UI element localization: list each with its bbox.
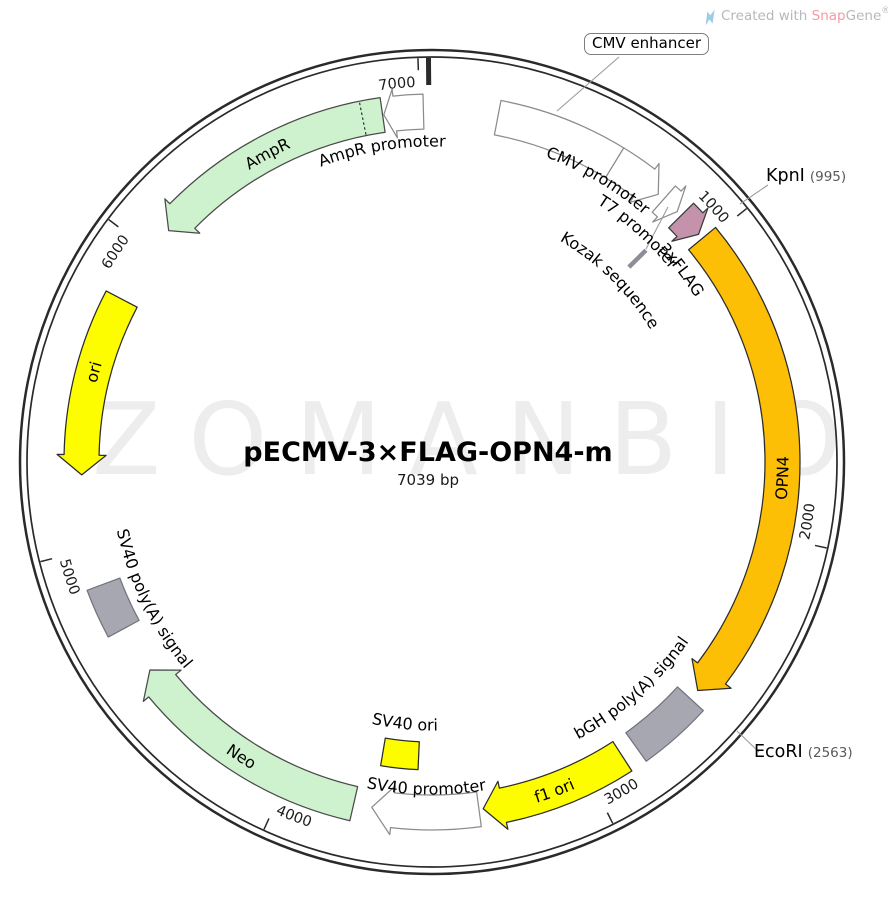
t7-kozak-leader — [645, 206, 669, 250]
cmv-enhancer-label: CMV enhancer — [592, 34, 702, 52]
plasmid-title-block: pECMV-3×FLAG-OPN4-m 7039 bp — [178, 438, 678, 489]
kpni-name: KpnI — [766, 166, 805, 186]
feature-3xflag — [668, 202, 709, 242]
feature-ori — [56, 290, 138, 476]
watermark: ZOMANBIO — [92, 381, 870, 498]
tick-label-6000: 6000 — [99, 232, 133, 272]
tick-2000 — [814, 544, 827, 549]
feature-ampr-promoter — [383, 88, 425, 139]
feature-bgh-polya-signal — [625, 686, 704, 762]
tick-6000 — [108, 219, 119, 228]
credit-brand-gene: Gene — [845, 8, 882, 24]
feature-sv40-ori — [380, 737, 420, 771]
kpni-position: (995) — [809, 169, 847, 185]
kozak-sequence-mark — [627, 248, 648, 269]
ecori-position: (2563) — [807, 745, 853, 761]
credit-prefix: Created with — [721, 8, 812, 24]
plasmid-name: pECMV-3×FLAG-OPN4-m — [243, 437, 613, 468]
ecori-leader — [736, 730, 760, 753]
feature-label-opn4: OPN4 — [772, 456, 793, 501]
feature-label-sv40-ori: SV40 ori — [370, 709, 438, 735]
feature-neo — [142, 669, 359, 822]
plasmid-size: 7039 bp — [397, 470, 459, 489]
feature-cmv-promoter — [604, 147, 660, 204]
kpni-leader — [739, 184, 769, 205]
feature-t7-promoter — [651, 185, 687, 223]
feature-label-ori: ori — [82, 359, 106, 384]
feature-ampr — [164, 97, 386, 234]
tick-label-2000: 2000 — [797, 502, 819, 541]
feature-label-sv40-promoter: SV40 promoter — [365, 773, 487, 798]
restriction-site-ecori: EcoRI (2563) — [754, 742, 853, 762]
restriction-site-kpni: KpnI (995) — [766, 166, 846, 186]
backbone-ring-inner — [26, 56, 838, 868]
backbone-ring-outer — [18, 48, 846, 876]
feature-ampr-boundary-dash — [358, 102, 367, 135]
credit-registered-mark: ® — [881, 6, 888, 16]
tick-5000 — [40, 557, 53, 563]
tick-3000 — [606, 812, 614, 824]
tick-label-7000: 7000 — [377, 75, 416, 94]
tick-label-5000: 5000 — [56, 557, 82, 597]
cmv-enhancer-label-box: CMV enhancer — [584, 33, 710, 55]
ecori-name: EcoRI — [754, 742, 803, 762]
tick-1000 — [736, 207, 748, 217]
snapgene-logo-icon — [705, 9, 715, 26]
feature-f1-ori — [482, 740, 633, 830]
tick-4000 — [263, 818, 270, 830]
feature-sv40-promoter — [371, 785, 482, 836]
feature-sv40-polya-signal — [86, 577, 140, 638]
cmv-enhancer-leader — [556, 56, 620, 112]
snapgene-credit: Created with SnapGene® — [702, 6, 888, 26]
feature-opn4 — [687, 226, 801, 692]
credit-brand-snap: Snap — [811, 8, 846, 24]
credit-text: Created with SnapGene® — [721, 6, 888, 24]
